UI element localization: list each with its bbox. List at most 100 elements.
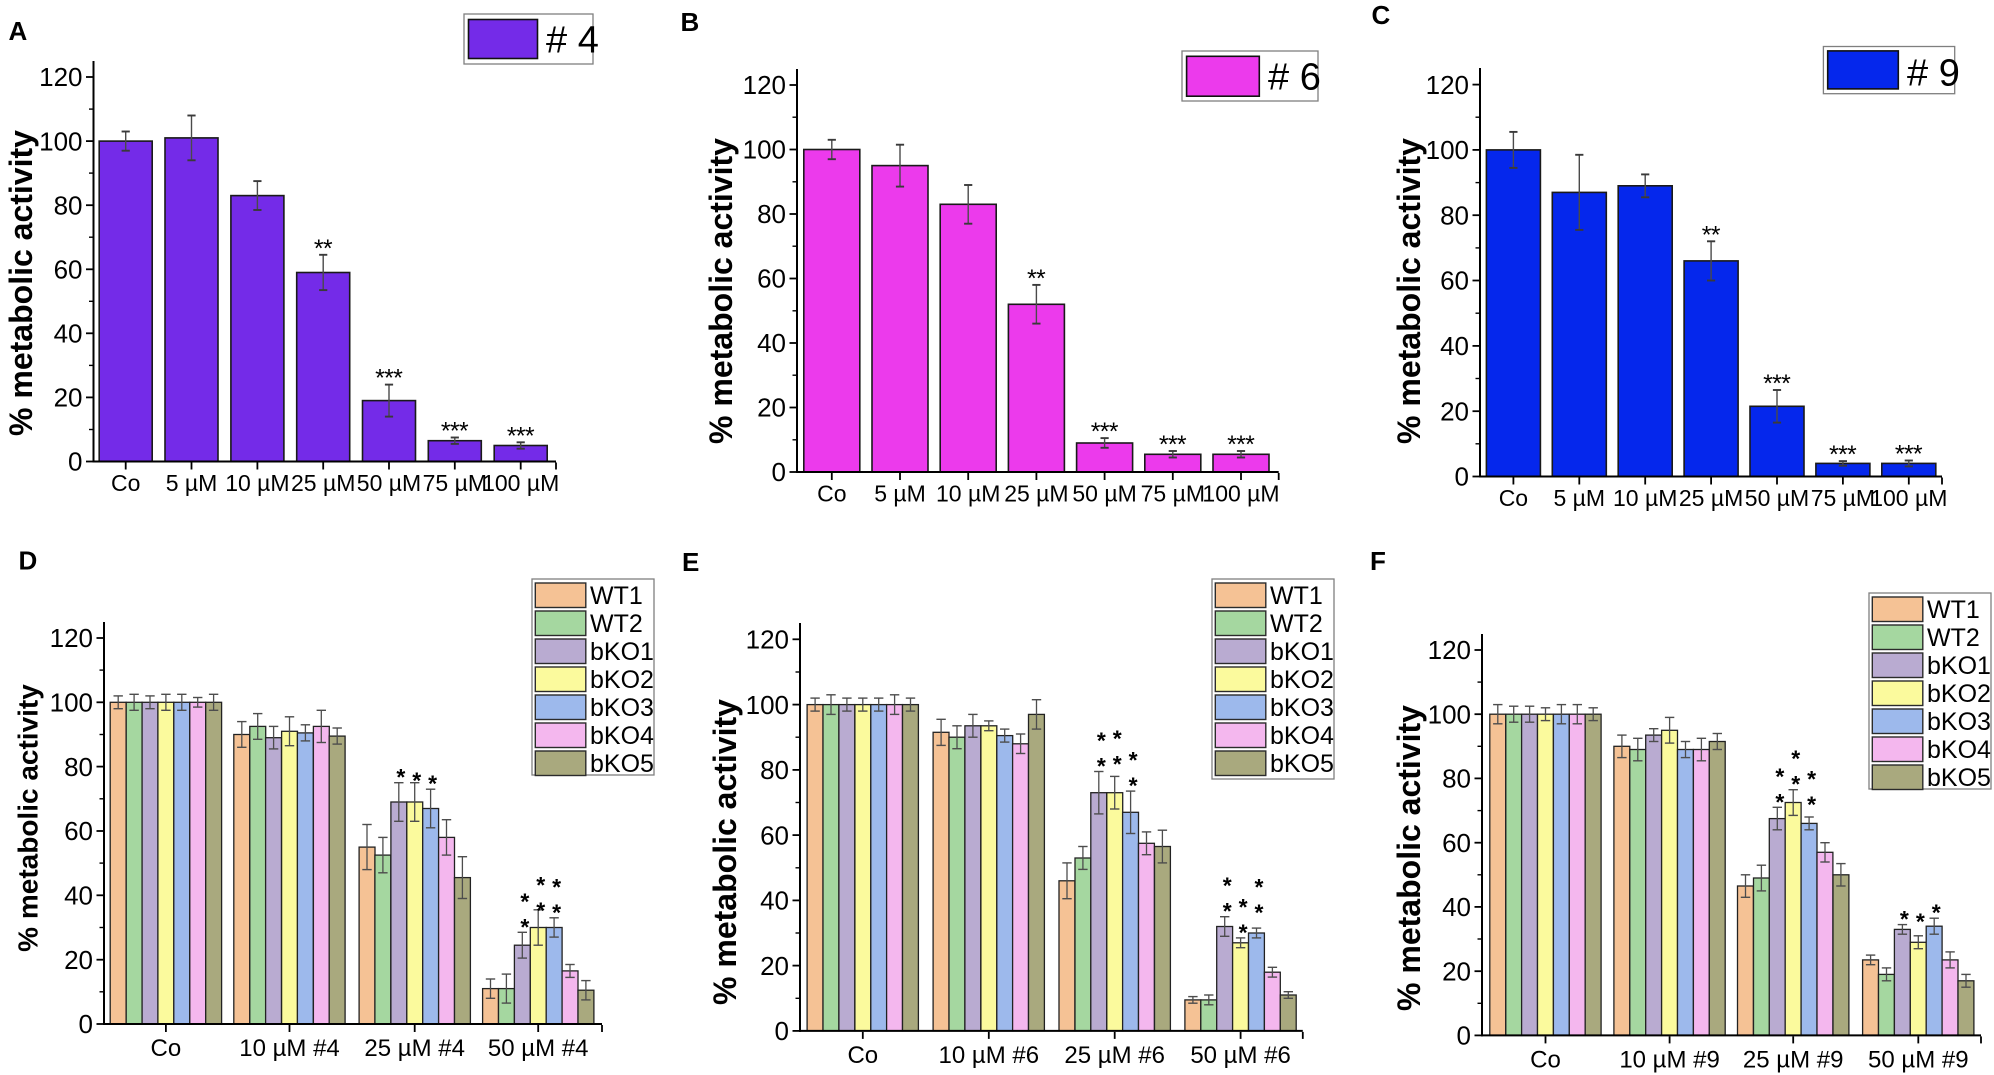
svg-text:5 µM: 5 µM bbox=[166, 470, 218, 496]
svg-text:80: 80 bbox=[1440, 200, 1469, 230]
svg-text:*: * bbox=[1791, 746, 1800, 772]
svg-text:% metabolic activity: % metabolic activity bbox=[13, 684, 44, 952]
svg-text:*: * bbox=[536, 897, 545, 923]
svg-text:*: * bbox=[375, 365, 385, 393]
svg-text:Co: Co bbox=[111, 470, 140, 496]
svg-text:10 µM #9: 10 µM #9 bbox=[1619, 1046, 1720, 1073]
svg-text:*: * bbox=[393, 365, 403, 393]
svg-text:100 µM: 100 µM bbox=[1202, 481, 1279, 507]
svg-text:bKO3: bKO3 bbox=[1270, 694, 1334, 722]
svg-text:bKO3: bKO3 bbox=[1927, 708, 1991, 736]
svg-text:bKO5: bKO5 bbox=[590, 750, 654, 778]
svg-text:25 µM #6: 25 µM #6 bbox=[1064, 1042, 1165, 1069]
svg-text:*: * bbox=[1223, 873, 1232, 899]
svg-text:5 µM: 5 µM bbox=[1554, 485, 1606, 511]
svg-text:bKO5: bKO5 bbox=[1927, 764, 1991, 792]
svg-text:*: * bbox=[450, 418, 460, 446]
svg-text:*: * bbox=[1711, 221, 1721, 249]
svg-text:bKO1: bKO1 bbox=[1270, 638, 1334, 666]
svg-text:5 µM: 5 µM bbox=[874, 481, 926, 507]
svg-text:20: 20 bbox=[54, 383, 83, 413]
svg-text:*: * bbox=[1807, 766, 1816, 792]
svg-text:10 µM: 10 µM bbox=[225, 470, 289, 496]
svg-text:*: * bbox=[1838, 441, 1848, 469]
svg-text:60: 60 bbox=[760, 820, 789, 850]
svg-text:*: * bbox=[1091, 418, 1101, 446]
svg-text:60: 60 bbox=[1442, 828, 1471, 858]
svg-text:# 6: # 6 bbox=[1268, 57, 1321, 99]
svg-text:Co: Co bbox=[151, 1035, 182, 1062]
svg-text:# 4: # 4 bbox=[546, 20, 599, 62]
svg-text:*: * bbox=[1763, 370, 1773, 398]
svg-text:*: * bbox=[1097, 753, 1106, 779]
svg-text:bKO2: bKO2 bbox=[590, 666, 654, 694]
svg-text:20: 20 bbox=[760, 951, 789, 981]
svg-text:0: 0 bbox=[79, 1009, 93, 1039]
svg-text:100: 100 bbox=[746, 690, 789, 720]
svg-text:75 µM: 75 µM bbox=[423, 470, 487, 496]
svg-text:120: 120 bbox=[743, 70, 786, 100]
svg-text:Co: Co bbox=[1530, 1046, 1561, 1073]
svg-text:*: * bbox=[1036, 265, 1046, 293]
svg-text:*: * bbox=[552, 874, 561, 900]
svg-text:*: * bbox=[1236, 431, 1246, 459]
svg-text:120: 120 bbox=[39, 62, 82, 92]
svg-text:*: * bbox=[1775, 789, 1784, 815]
svg-text:bKO4: bKO4 bbox=[1927, 736, 1991, 764]
svg-text:*: * bbox=[1227, 431, 1237, 459]
svg-text:*: * bbox=[1702, 221, 1712, 249]
svg-text:# 9: # 9 bbox=[1907, 53, 1960, 95]
svg-text:D: D bbox=[19, 545, 38, 575]
svg-text:bKO2: bKO2 bbox=[1927, 680, 1991, 708]
svg-text:100: 100 bbox=[1426, 135, 1469, 165]
svg-text:60: 60 bbox=[1440, 266, 1469, 296]
svg-text:0: 0 bbox=[68, 447, 82, 477]
svg-text:*: * bbox=[516, 422, 526, 450]
svg-text:40: 40 bbox=[64, 881, 93, 911]
svg-text:50 µM: 50 µM bbox=[357, 470, 421, 496]
svg-text:10 µM: 10 µM bbox=[1613, 485, 1677, 511]
svg-text:*: * bbox=[1239, 894, 1248, 920]
svg-text:*: * bbox=[1781, 370, 1791, 398]
svg-text:*: * bbox=[1100, 418, 1110, 446]
svg-text:*: * bbox=[1113, 725, 1122, 751]
svg-text:% metabolic activity: % metabolic activity bbox=[1391, 138, 1427, 444]
svg-text:WT1: WT1 bbox=[590, 582, 643, 610]
svg-text:*: * bbox=[536, 872, 545, 898]
svg-text:40: 40 bbox=[757, 328, 786, 358]
svg-text:*: * bbox=[1027, 265, 1037, 293]
svg-text:100 µM: 100 µM bbox=[482, 470, 559, 496]
svg-text:120: 120 bbox=[50, 623, 93, 653]
svg-text:*: * bbox=[1223, 898, 1232, 924]
svg-text:E: E bbox=[682, 547, 699, 577]
svg-text:40: 40 bbox=[1442, 892, 1471, 922]
svg-text:Co: Co bbox=[847, 1042, 878, 1069]
svg-text:40: 40 bbox=[54, 319, 83, 349]
svg-text:*: * bbox=[1847, 441, 1857, 469]
svg-text:bKO4: bKO4 bbox=[1270, 722, 1334, 750]
svg-text:100: 100 bbox=[39, 126, 82, 156]
svg-text:F: F bbox=[1370, 546, 1386, 576]
svg-text:*: * bbox=[1239, 919, 1248, 945]
svg-text:*: * bbox=[1168, 431, 1178, 459]
svg-text:*: * bbox=[1129, 747, 1138, 773]
svg-text:C: C bbox=[1372, 0, 1391, 30]
svg-text:Co: Co bbox=[817, 481, 846, 507]
svg-text:*: * bbox=[1255, 900, 1264, 926]
svg-text:25 µM: 25 µM bbox=[1679, 485, 1743, 511]
svg-text:*: * bbox=[1159, 431, 1169, 459]
svg-text:25 µM: 25 µM bbox=[291, 470, 355, 496]
svg-text:100 µM: 100 µM bbox=[1870, 485, 1947, 511]
svg-text:*: * bbox=[1113, 751, 1122, 777]
svg-text:*: * bbox=[1900, 906, 1909, 932]
svg-text:*: * bbox=[396, 764, 405, 790]
svg-text:20: 20 bbox=[1442, 956, 1471, 986]
svg-text:40: 40 bbox=[760, 886, 789, 916]
svg-text:% metabolic activity: % metabolic activity bbox=[707, 699, 743, 1005]
svg-text:*: * bbox=[323, 235, 333, 263]
svg-text:*: * bbox=[1775, 763, 1784, 789]
svg-text:80: 80 bbox=[64, 752, 93, 782]
svg-text:60: 60 bbox=[757, 264, 786, 294]
svg-text:WT1: WT1 bbox=[1270, 582, 1323, 610]
svg-text:*: * bbox=[384, 365, 394, 393]
